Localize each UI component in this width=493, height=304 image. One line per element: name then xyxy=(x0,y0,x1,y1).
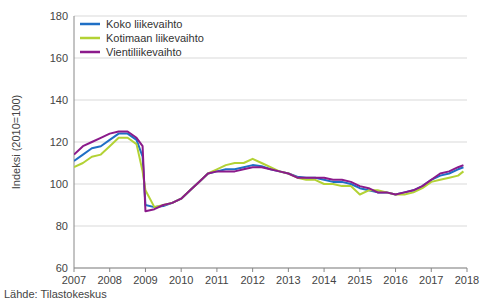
series-line xyxy=(74,138,463,207)
source: Lähde: Tilastokeskus xyxy=(4,288,107,300)
y-tick-label: 100 xyxy=(50,178,68,190)
y-axis-label: Indeksi (2010=100) xyxy=(10,95,22,189)
x-tick-label: 2013 xyxy=(276,274,300,286)
x-tick-label: 2016 xyxy=(383,274,407,286)
x-tick xyxy=(109,268,110,272)
legend-swatch xyxy=(80,23,100,26)
x-tick xyxy=(395,268,396,272)
y-tick-label: 80 xyxy=(56,220,68,232)
grid-line xyxy=(74,226,467,227)
x-tick xyxy=(324,268,325,272)
grid-line xyxy=(74,184,467,185)
plot-area xyxy=(74,132,463,212)
x-tick xyxy=(467,268,468,272)
x-tick xyxy=(359,268,360,272)
x-tick-label: 2010 xyxy=(169,274,193,286)
x-tick-label: 2018 xyxy=(455,274,479,286)
series-line xyxy=(74,134,463,208)
x-tick-label: 2017 xyxy=(419,274,443,286)
x-tick xyxy=(216,268,217,272)
x-tick-label: 2011 xyxy=(205,274,229,286)
legend-swatch xyxy=(80,37,100,40)
legend-swatch xyxy=(80,51,100,54)
x-tick xyxy=(288,268,289,272)
x-tick xyxy=(431,268,432,272)
legend-label: Vientiliikevaihto xyxy=(106,46,182,58)
y-tick-label: 60 xyxy=(56,262,68,274)
x-axis xyxy=(74,268,467,269)
y-tick-label: 180 xyxy=(50,10,68,22)
x-tick xyxy=(181,268,182,272)
x-tick-label: 2007 xyxy=(62,274,86,286)
x-tick-label: 2009 xyxy=(133,274,157,286)
x-tick xyxy=(74,268,75,272)
x-tick-label: 2014 xyxy=(312,274,336,286)
x-tick-label: 2008 xyxy=(97,274,121,286)
y-axis xyxy=(74,16,75,268)
legend-label: Kotimaan liikevaihto xyxy=(106,32,204,44)
grid-line xyxy=(74,100,467,101)
legend-label: Koko liikevaihto xyxy=(106,18,182,30)
x-tick xyxy=(252,268,253,272)
x-tick-label: 2015 xyxy=(348,274,372,286)
series-line xyxy=(74,132,463,212)
grid-line xyxy=(74,268,467,269)
y-tick-label: 140 xyxy=(50,94,68,106)
y-tick-label: 120 xyxy=(50,136,68,148)
x-tick-label: 2012 xyxy=(240,274,264,286)
x-tick xyxy=(145,268,146,272)
grid-line xyxy=(74,16,467,17)
chart: 60 80 100 120 140 160 180 2007 2008 2009 2010 2011 2… xyxy=(0,0,493,304)
y-tick-label: 160 xyxy=(50,52,68,64)
